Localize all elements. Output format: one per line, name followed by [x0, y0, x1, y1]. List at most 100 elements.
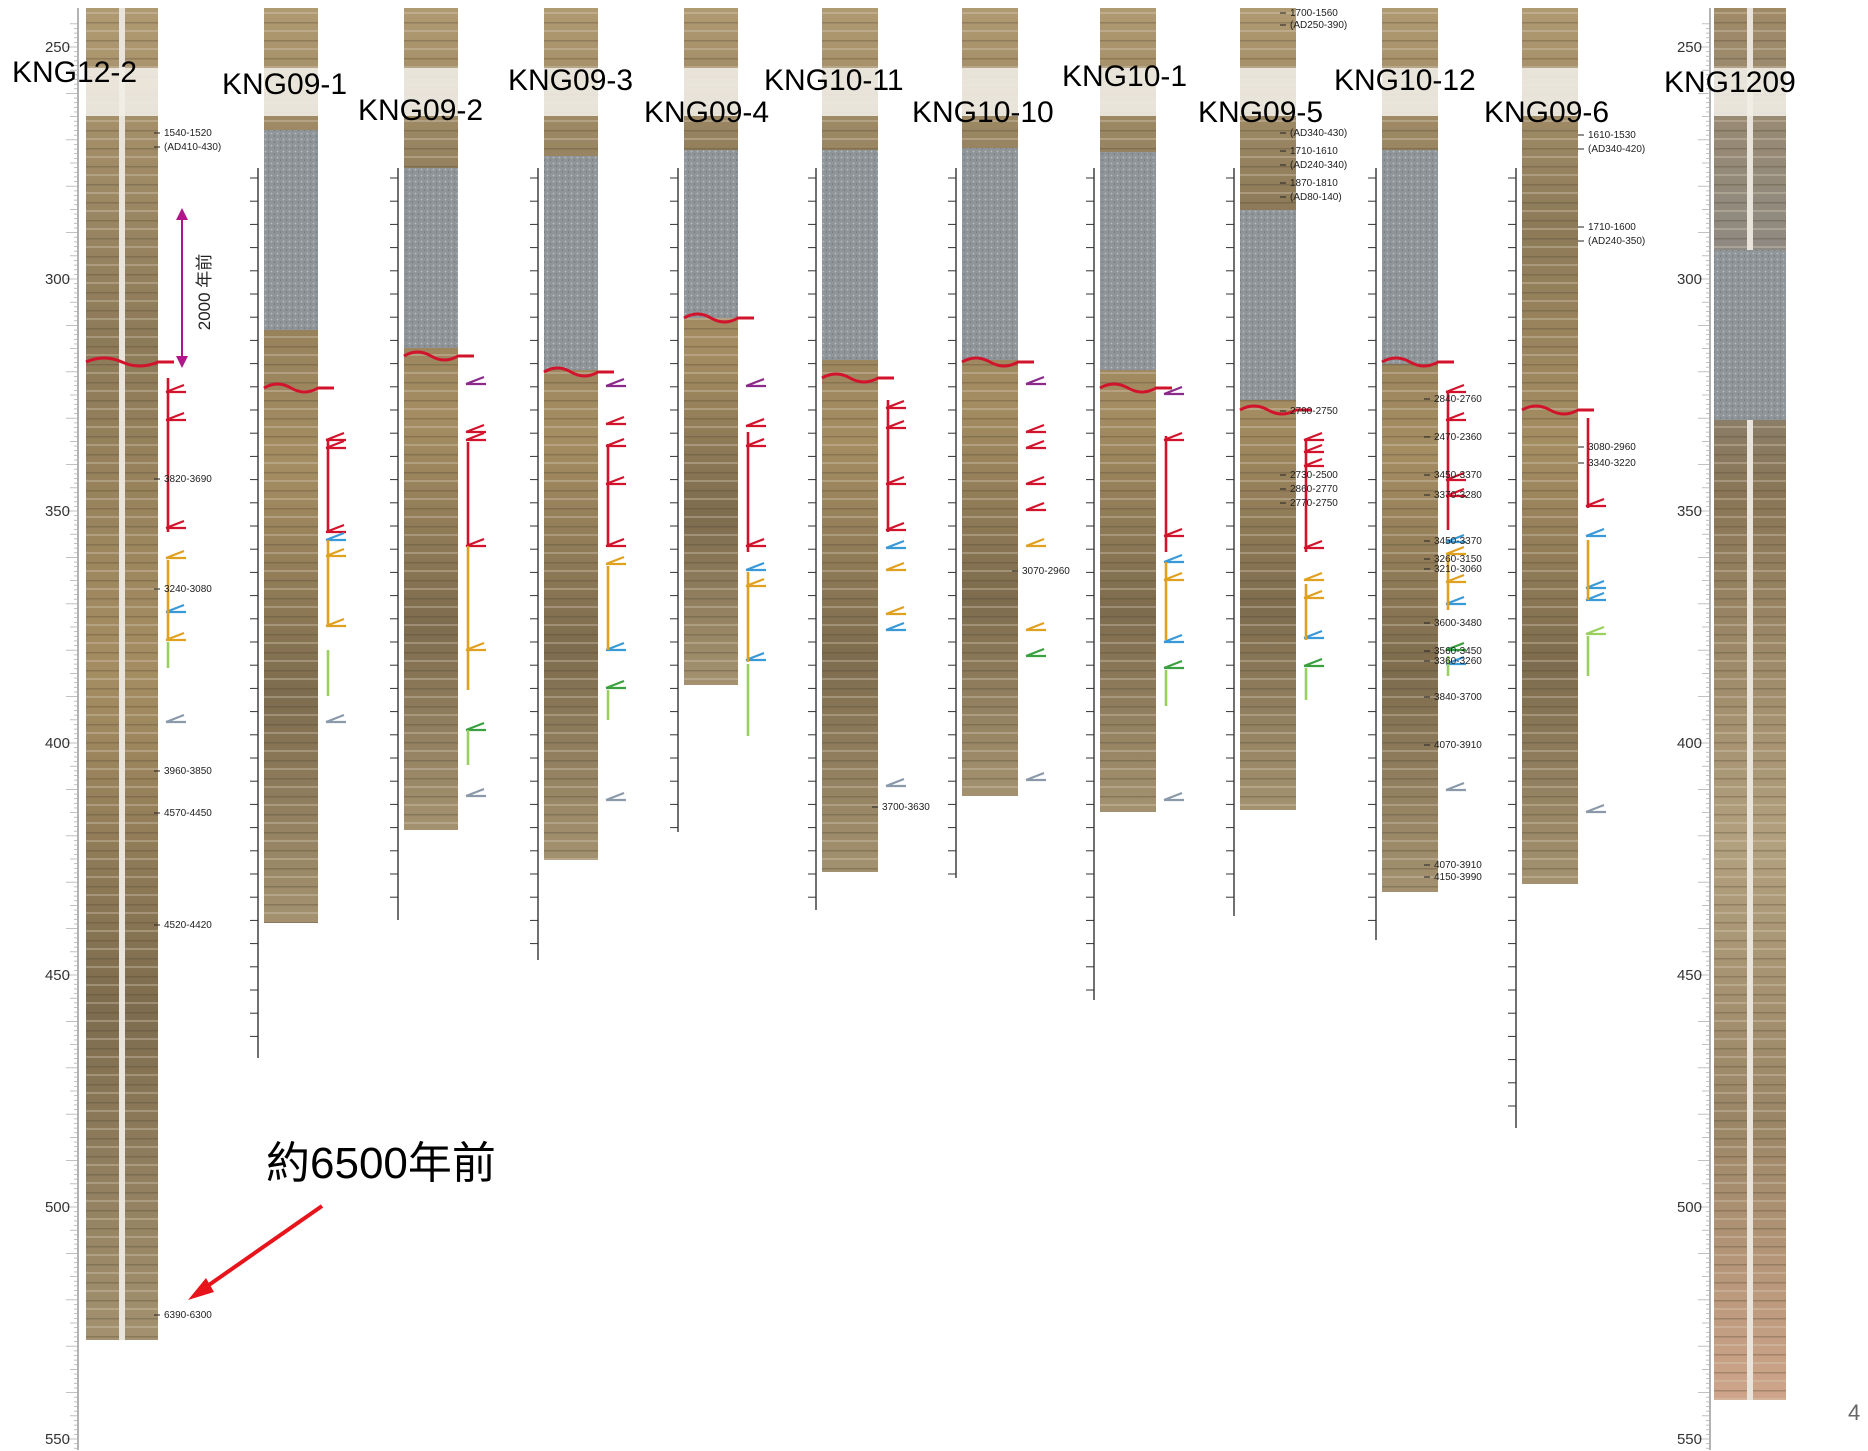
core-kng09-6: 1610-1530 (AD340-420) 1710-1600 (AD240-350)… — [1508, 8, 1645, 1128]
event-boundary-line — [683, 312, 754, 324]
radiocarbon-date-label: 4070-3910 — [1434, 740, 1482, 751]
depth-tick-label: 550 — [1677, 1431, 1702, 1448]
event-marker — [1445, 383, 1466, 394]
age-note: 約6500年前 — [266, 1139, 496, 1188]
radiocarbon-date-label: (AD250-390) — [1290, 20, 1347, 31]
event-marker — [1163, 553, 1184, 564]
event-boundary-line — [1099, 382, 1172, 394]
gravel-layer — [822, 150, 878, 360]
event-marker — [465, 431, 486, 442]
core-label: KNG1209 — [1664, 66, 1796, 99]
radiocarbon-date-label: 3240-3080 — [164, 584, 212, 595]
event-boundary-line — [1239, 404, 1312, 416]
core-label: KNG10-11 — [764, 64, 904, 97]
event-marker — [885, 621, 906, 632]
event-marker — [745, 377, 766, 388]
radiocarbon-date-label: 1700-1560 — [1290, 8, 1338, 19]
event-marker — [1025, 647, 1046, 658]
radiocarbon-date-label: 3450-3370 — [1434, 470, 1482, 481]
core-label: KNG09-4 — [644, 96, 769, 129]
radiocarbon-date-label: 3820-3690 — [164, 474, 212, 485]
radiocarbon-date-label: 3840-3700 — [1434, 692, 1482, 703]
event-boundary-line — [1381, 356, 1454, 368]
depth-tick-label: 550 — [45, 1431, 70, 1448]
gravel-layer — [264, 130, 318, 330]
radiocarbon-date-label: 4070-3910 — [1434, 860, 1482, 871]
depth-tick-label: 350 — [1677, 503, 1702, 520]
depth-tick-label: 400 — [1677, 735, 1702, 752]
radiocarbon-date-label: 3360-3260 — [1434, 656, 1482, 667]
event-marker — [605, 415, 626, 426]
event-marker — [1585, 527, 1606, 538]
event-marker — [1163, 791, 1184, 802]
event-marker — [1025, 501, 1046, 512]
event-marker — [165, 713, 186, 724]
event-marker — [1025, 537, 1046, 548]
age-arrow — [188, 1204, 324, 1300]
radiocarbon-date-label: 4150-3990 — [1434, 872, 1482, 883]
core-kng10-1 — [1086, 8, 1184, 1000]
core-kng09-1 — [250, 8, 346, 1058]
depth-tick-label: 400 — [45, 735, 70, 752]
event-marker — [1025, 423, 1046, 434]
event-marker — [325, 431, 346, 442]
radiocarbon-date-label: 2840-2760 — [1434, 394, 1482, 405]
event-marker — [745, 561, 766, 572]
event-marker — [465, 375, 486, 386]
radiocarbon-date-label: (AD80-140) — [1290, 192, 1342, 203]
core-label: KNG10-1 — [1062, 60, 1187, 93]
event-marker — [465, 423, 486, 434]
event-marker — [885, 777, 906, 788]
period-bracket: 2000 年前 — [176, 208, 214, 368]
event-marker — [1025, 771, 1046, 782]
event-marker — [605, 555, 626, 566]
event-marker — [1585, 803, 1606, 814]
radiocarbon-date-label: 3260-3150 — [1434, 554, 1482, 565]
gravel-layer — [1382, 150, 1438, 364]
radiocarbon-date-label: 1540-1520 — [164, 128, 212, 139]
core-kng10-10: 3070-2960 — [948, 8, 1070, 878]
period-bracket-label: 2000 年前 — [195, 254, 214, 331]
radiocarbon-date-label: 4570-4450 — [164, 808, 212, 819]
event-marker — [465, 721, 486, 732]
depth-tick-label: 300 — [45, 271, 70, 288]
depth-tick-label: 450 — [45, 967, 70, 984]
depth-scale-right: 250 300 350 400 450 500 550 — [1677, 8, 1711, 1450]
core-label: KNG10-12 — [1334, 64, 1476, 97]
core-label: KNG10-10 — [912, 96, 1054, 129]
core-kng10-12: 2840-2760 2470-2360 3450-3370 3370-3280 3450… — [1368, 8, 1482, 940]
core-label: KNG09-6 — [1484, 96, 1609, 129]
event-marker — [1303, 657, 1324, 668]
radiocarbon-date-label: 1710-1610 — [1290, 146, 1338, 157]
gravel-layer — [544, 156, 598, 370]
cores-layer: 1540-1520 (AD410-430) 3820-3690 3240-3080 39… — [85, 8, 1786, 1400]
event-marker — [165, 549, 186, 560]
radiocarbon-date-label: 1710-1600 — [1588, 222, 1636, 233]
event-marker — [1445, 641, 1466, 652]
core-kng09-3 — [530, 8, 626, 960]
core-label: KNG09-5 — [1198, 96, 1323, 129]
gravel-layer — [684, 150, 738, 318]
radiocarbon-date-label: 1610-1530 — [1588, 130, 1636, 141]
gravel-layer — [1100, 152, 1156, 370]
radiocarbon-date-label: (AD340-430) — [1290, 128, 1347, 139]
event-boundary-line — [403, 350, 474, 362]
event-marker — [1445, 533, 1466, 544]
radiocarbon-date-label: 2790-2750 — [1290, 406, 1338, 417]
event-marker — [885, 605, 906, 616]
event-marker — [465, 787, 486, 798]
depth-scale-left: 250 300 350 400 450 500 550 — [45, 8, 79, 1450]
radiocarbon-date-label: 3080-2960 — [1588, 442, 1636, 453]
depth-tick-label: 300 — [1677, 271, 1702, 288]
radiocarbon-date-label: 6390-6300 — [164, 1310, 212, 1321]
event-marker — [885, 539, 906, 550]
event-marker — [605, 377, 626, 388]
event-marker — [1163, 385, 1184, 396]
depth-tick-label: 250 — [45, 39, 70, 56]
event-marker — [325, 713, 346, 724]
radiocarbon-date-label: (AD340-420) — [1588, 144, 1645, 155]
core-label: KNG12-2 — [12, 56, 137, 89]
event-marker — [1445, 545, 1466, 556]
radiocarbon-date-label: 3340-3220 — [1588, 458, 1636, 469]
